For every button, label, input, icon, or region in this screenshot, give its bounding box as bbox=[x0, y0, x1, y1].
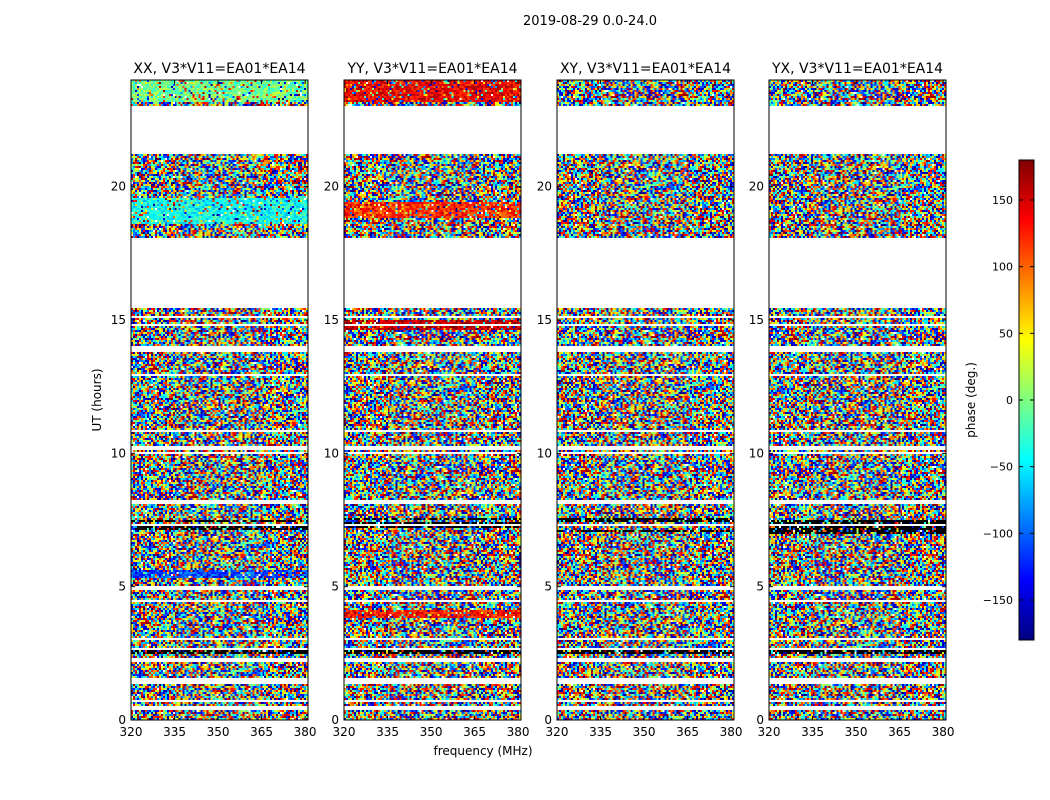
colorbar-tick-label: −50 bbox=[990, 461, 1013, 474]
x-tick-label: 350 bbox=[845, 725, 868, 739]
colorbar-tick-label: 100 bbox=[992, 261, 1013, 274]
colorbar-label: phase (deg.) bbox=[964, 362, 978, 438]
axes-frame bbox=[768, 79, 947, 721]
panel-1: XX, V3*V11=EA01*EA14 320 335 350 365 380 0 5 10 1… bbox=[111, 61, 317, 739]
y-tick-label: 10 bbox=[111, 446, 126, 460]
x-tick-label: 350 bbox=[420, 725, 443, 739]
colorbar-tick-label: −100 bbox=[983, 527, 1013, 540]
phase-heatmap bbox=[769, 80, 946, 720]
x-tick-label: 320 bbox=[758, 725, 781, 739]
y-tick-label: 0 bbox=[756, 713, 764, 727]
x-tick-label: 320 bbox=[546, 725, 569, 739]
axes-frame bbox=[556, 79, 735, 721]
y-tick-label: 20 bbox=[111, 180, 126, 194]
panel-title: YX, V3*V11=EA01*EA14 bbox=[771, 61, 943, 77]
x-tick-label: 350 bbox=[207, 725, 230, 739]
axes-frame bbox=[343, 79, 522, 721]
x-tick-label: 320 bbox=[120, 725, 143, 739]
y-tick-label: 20 bbox=[324, 180, 339, 194]
x-tick-label: 380 bbox=[932, 725, 955, 739]
panel-title: XY, V3*V11=EA01*EA14 bbox=[560, 61, 731, 77]
y-tick-label: 5 bbox=[118, 580, 126, 594]
panel-4: YX, V3*V11=EA01*EA14 320 335 350 365 380 0 5 10 1… bbox=[749, 61, 955, 739]
x-tick-label: 380 bbox=[720, 725, 743, 739]
y-tick-label: 5 bbox=[331, 580, 339, 594]
x-tick-label: 365 bbox=[463, 725, 486, 739]
phase-heatmap bbox=[557, 80, 734, 720]
x-tick-label: 335 bbox=[801, 725, 824, 739]
x-tick-label: 335 bbox=[589, 725, 612, 739]
x-tick-label: 380 bbox=[507, 725, 530, 739]
y-tick-label: 15 bbox=[537, 313, 552, 327]
x-axis-label: frequency (MHz) bbox=[433, 744, 532, 758]
x-tick-label: 380 bbox=[294, 725, 317, 739]
figure-suptitle: 2019-08-29 0.0-24.0 bbox=[523, 14, 657, 29]
y-tick-label: 5 bbox=[544, 580, 552, 594]
x-tick-label: 335 bbox=[376, 725, 399, 739]
y-tick-label: 5 bbox=[756, 580, 764, 594]
y-tick-label: 20 bbox=[537, 180, 552, 194]
x-tick-label: 320 bbox=[333, 725, 356, 739]
y-tick-label: 10 bbox=[537, 446, 552, 460]
panel-2: YY, V3*V11=EA01*EA14 320 335 350 365 380 0 5 10 1… bbox=[324, 61, 530, 739]
x-tick-label: 350 bbox=[633, 725, 656, 739]
x-tick-label: 365 bbox=[250, 725, 273, 739]
y-tick-label: 15 bbox=[111, 313, 126, 327]
panel-3: XY, V3*V11=EA01*EA14 320 335 350 365 380 0 5 10 1… bbox=[537, 61, 743, 739]
colorbar-tick-label: −150 bbox=[983, 594, 1013, 607]
y-tick-label: 15 bbox=[749, 313, 764, 327]
colorbar-tick-label: 150 bbox=[992, 194, 1013, 207]
y-tick-label: 15 bbox=[324, 313, 339, 327]
x-tick-label: 365 bbox=[676, 725, 699, 739]
panel-title: YY, V3*V11=EA01*EA14 bbox=[346, 61, 517, 77]
y-tick-label: 0 bbox=[331, 713, 339, 727]
y-tick-label: 20 bbox=[749, 180, 764, 194]
panel-title: XX, V3*V11=EA01*EA14 bbox=[133, 61, 305, 77]
y-tick-label: 0 bbox=[544, 713, 552, 727]
colorbar-tick-label: 0 bbox=[1006, 394, 1013, 407]
x-tick-label: 335 bbox=[163, 725, 186, 739]
colorbar-tick-label: 50 bbox=[999, 327, 1013, 340]
axes-frame bbox=[130, 79, 309, 721]
x-tick-label: 365 bbox=[888, 725, 911, 739]
y-tick-label: 10 bbox=[749, 446, 764, 460]
y-tick-label: 0 bbox=[118, 713, 126, 727]
y-axis-label: UT (hours) bbox=[90, 368, 104, 431]
phase-heatmap bbox=[344, 80, 521, 720]
phase-heatmap bbox=[131, 80, 308, 720]
y-tick-label: 10 bbox=[324, 446, 339, 460]
